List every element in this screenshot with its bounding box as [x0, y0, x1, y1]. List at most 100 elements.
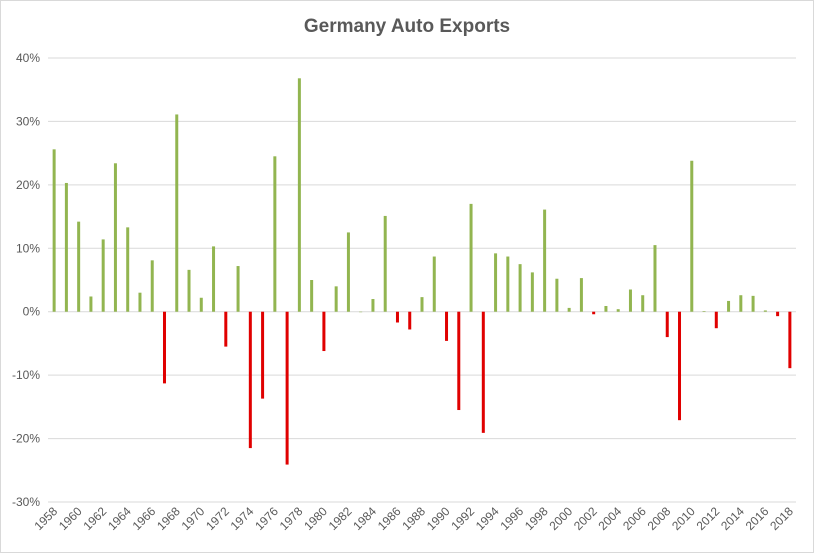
bar-1990 [445, 311, 449, 341]
x-tick-label: 2006 [620, 504, 649, 533]
bar-2009 [678, 311, 682, 421]
y-tick-label: 20% [16, 178, 40, 192]
bar-2012 [714, 311, 718, 329]
bar-2014 [739, 295, 743, 312]
x-tick-label: 1984 [350, 504, 379, 533]
x-tick-label: 1968 [154, 504, 183, 533]
bar-1984 [371, 299, 375, 312]
bar-1999 [555, 278, 559, 312]
bar-2004 [616, 309, 620, 312]
bar-1972 [224, 311, 228, 347]
bar-2017 [776, 311, 780, 317]
chart-title: Germany Auto Exports [303, 16, 511, 37]
bar-1994 [494, 253, 498, 312]
x-tick-label: 2000 [546, 504, 575, 533]
bar-1979 [310, 280, 314, 312]
bar-1958 [52, 149, 56, 312]
x-tick-label: 1980 [301, 504, 330, 533]
bar-1971 [212, 246, 216, 312]
x-tick-label: 2008 [645, 504, 674, 533]
x-tick-label: 1996 [497, 504, 526, 533]
x-tick-label: 1992 [448, 504, 477, 533]
x-tick-label: 1982 [326, 504, 355, 533]
x-tick-label: 1988 [399, 504, 428, 533]
bar-1966 [150, 260, 154, 312]
x-tick-label: 2018 [767, 504, 796, 533]
y-tick-label: -30% [12, 495, 40, 509]
y-tick-label: 30% [16, 114, 40, 128]
x-tick-label: 2010 [669, 504, 698, 533]
bar-1983 [359, 311, 363, 313]
bar-1959 [64, 182, 68, 312]
x-tick-label: 1962 [81, 504, 110, 533]
bar-2003 [604, 306, 608, 312]
bar-1963 [113, 163, 117, 312]
bar-1970 [199, 297, 203, 312]
x-tick-label: 1994 [473, 504, 502, 533]
bar-1980 [322, 311, 326, 352]
bar-1995 [506, 256, 510, 312]
bar-2002 [592, 311, 596, 315]
bar-1993 [481, 311, 485, 433]
bar-1962 [101, 239, 105, 312]
bar-2008 [665, 311, 669, 338]
bar-1974 [248, 311, 252, 449]
bar-2011 [702, 311, 706, 312]
x-tick-label: 1998 [522, 504, 551, 533]
bar-1987 [408, 311, 412, 330]
bar-1981 [334, 286, 338, 312]
bar-1998 [543, 209, 547, 312]
bar-2013 [727, 300, 731, 312]
bar-2010 [690, 160, 694, 312]
x-tick-label: 1964 [105, 504, 134, 533]
x-tick-label: 1960 [56, 504, 85, 533]
x-tick-label: 2016 [743, 504, 772, 533]
bar-1988 [420, 297, 424, 312]
bar-1977 [285, 311, 289, 465]
y-tick-label: 40% [16, 51, 40, 65]
x-tick-label: 2002 [571, 504, 600, 533]
bar-2015 [751, 295, 755, 312]
x-tick-label: 2004 [596, 504, 625, 533]
y-tick-label: 10% [16, 241, 40, 255]
bar-1991 [457, 311, 461, 411]
bar-1978 [297, 78, 301, 312]
bar-1985 [383, 215, 387, 312]
y-tick-label: -10% [12, 368, 40, 382]
bar-1967 [162, 311, 166, 384]
bar-2001 [579, 278, 583, 312]
x-tick-label: 1978 [277, 504, 306, 533]
bar-1982 [346, 232, 350, 312]
x-tick-label: 2014 [718, 504, 747, 533]
bar-2000 [567, 307, 571, 312]
y-tick-label: -20% [12, 432, 40, 446]
bar-1969 [187, 269, 191, 312]
bar-1965 [138, 292, 142, 312]
x-tick-label: 1970 [179, 504, 208, 533]
y-tick-label: 0% [23, 305, 41, 319]
bar-2005 [628, 289, 632, 312]
bar-2006 [641, 295, 645, 312]
bar-1968 [175, 114, 179, 312]
bar-1986 [395, 311, 399, 323]
x-tick-label: 1976 [252, 504, 281, 533]
bar-2016 [763, 310, 767, 312]
bar-2018 [788, 311, 792, 369]
bar-1973 [236, 266, 240, 312]
bar-1976 [273, 156, 277, 312]
x-tick-label: 1966 [130, 504, 159, 533]
bar-1997 [530, 272, 534, 312]
x-tick-label: 1990 [424, 504, 453, 533]
bar-1964 [126, 227, 130, 312]
bar-2007 [653, 245, 657, 312]
bar-1996 [518, 264, 522, 312]
bar-1989 [432, 256, 436, 312]
bar-1992 [469, 203, 473, 312]
bar-1961 [89, 296, 93, 312]
x-tick-label: 1974 [228, 504, 257, 533]
x-tick-label: 1986 [375, 504, 404, 533]
bar-1975 [261, 311, 265, 399]
bar-1960 [77, 221, 81, 312]
